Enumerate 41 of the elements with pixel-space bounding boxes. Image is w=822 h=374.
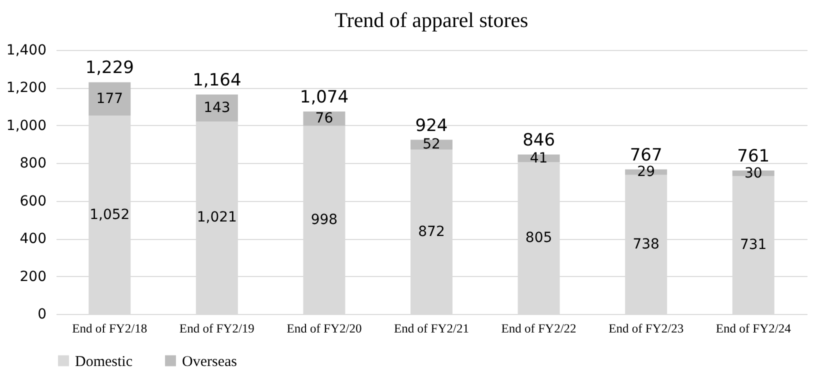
total-label: 1,074 xyxy=(300,87,349,108)
data-label: 805 xyxy=(525,230,552,246)
y-tick-label: 600 xyxy=(20,193,46,210)
total-label: 846 xyxy=(522,130,556,150)
data-label: 41 xyxy=(530,150,548,166)
y-tick-label: 0 xyxy=(38,306,46,322)
data-label: 29 xyxy=(637,164,655,180)
data-label: 52 xyxy=(422,136,440,153)
total-label: 761 xyxy=(737,146,770,166)
x-tick-label: End of FY2/19 xyxy=(179,322,254,336)
legend-label: Domestic xyxy=(75,354,133,370)
y-tick-label: 1,200 xyxy=(6,80,46,96)
data-label: 738 xyxy=(632,236,660,252)
data-label: 872 xyxy=(418,224,445,240)
data-label: 998 xyxy=(310,212,338,228)
data-label: 731 xyxy=(740,237,767,254)
bar xyxy=(196,94,238,122)
total-label: 924 xyxy=(415,116,448,136)
y-tick-label: 1,000 xyxy=(6,118,46,134)
total-label: 1,229 xyxy=(85,58,134,78)
y-tick-label: 800 xyxy=(20,156,46,172)
chart-title: Trend of apparel stores xyxy=(334,8,528,32)
total-label: 1,164 xyxy=(192,70,242,91)
total-label: 767 xyxy=(630,145,662,166)
x-tick-label: End of FY2/21 xyxy=(394,322,469,336)
data-label: 76 xyxy=(315,110,334,127)
x-tick-label: End of FY2/20 xyxy=(286,322,362,336)
x-tick-label: End of FY2/18 xyxy=(72,322,148,336)
data-label: 30 xyxy=(744,165,762,182)
x-tick-label: End of FY2/24 xyxy=(716,322,792,336)
y-tick-label: 400 xyxy=(20,231,46,248)
data-label: 143 xyxy=(204,100,230,116)
y-tick-label: 200 xyxy=(20,268,46,285)
legend-label: Overseas xyxy=(182,354,238,370)
data-label: 1,052 xyxy=(90,206,130,223)
data-label: 177 xyxy=(96,90,124,107)
x-tick-label: End of FY2/22 xyxy=(501,322,576,336)
bar xyxy=(88,82,131,116)
x-tick-label: End of FY2/23 xyxy=(608,322,684,336)
y-tick-label: 1,400 xyxy=(6,42,46,58)
data-label: 1,021 xyxy=(196,210,237,226)
